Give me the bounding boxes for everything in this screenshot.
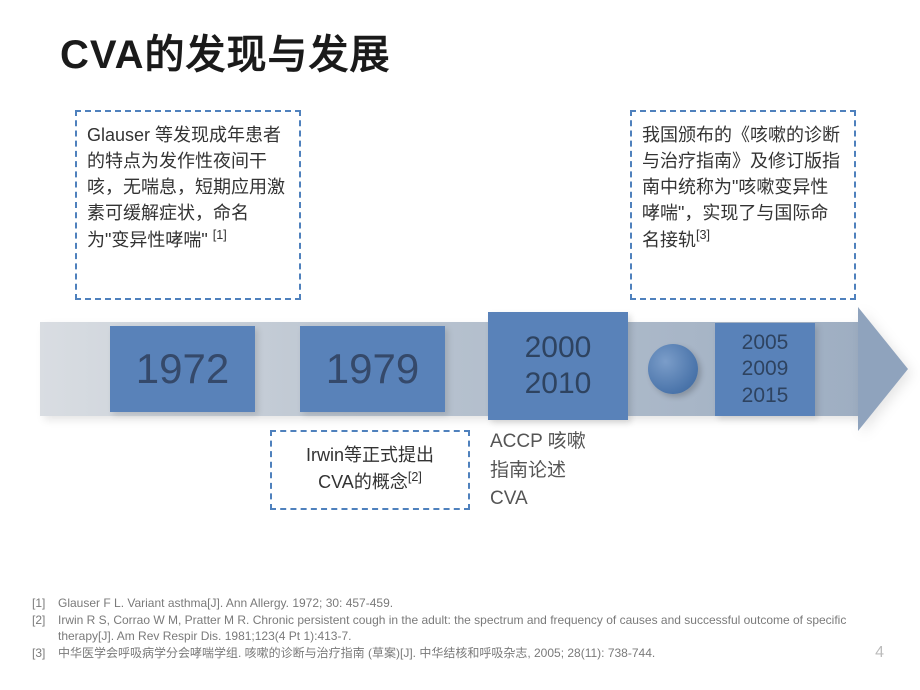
callout-1979-l2: CVA的概念 xyxy=(318,472,408,492)
reference-3: [3] 中华医学会呼吸病学分会哮喘学组. 咳嗽的诊断与治疗指南 (草案)[J].… xyxy=(32,645,892,662)
callout-1979: Irwin等正式提出 CVA的概念[2] xyxy=(270,430,470,510)
year-2005: 2005 xyxy=(742,330,789,356)
accp-l3: CVA xyxy=(490,488,528,509)
callout-china-ref: [3] xyxy=(696,228,710,242)
callout-china: 我国颁布的《咳嗽的诊断与治疗指南》及修订版指南中统称为"咳嗽变异性哮喘"，实现了… xyxy=(630,110,856,300)
ref-3-text: 中华医学会呼吸病学分会哮喘学组. 咳嗽的诊断与治疗指南 (草案)[J]. 中华结… xyxy=(58,645,655,662)
arrow-head xyxy=(858,307,908,431)
year-2009: 2009 xyxy=(742,356,789,382)
page-number: 4 xyxy=(875,644,884,662)
callout-1972-text: Glauser 等发现成年患者的特点为发作性夜间干咳，无喘息，短期应用激素可缓解… xyxy=(87,125,285,250)
ref-2-num: [2] xyxy=(32,612,58,646)
ref-1-num: [1] xyxy=(32,595,58,612)
callout-1979-ref: [2] xyxy=(408,470,422,484)
callout-1972-ref: [1] xyxy=(213,228,227,242)
year-box-1972: 1972 xyxy=(110,326,255,412)
year-1972: 1972 xyxy=(136,345,229,393)
reference-1: [1] Glauser F L. Variant asthma[J]. Ann … xyxy=(32,595,892,612)
year-box-2000-2010: 2000 2010 xyxy=(488,312,628,420)
year-2010: 2010 xyxy=(525,366,592,402)
page-title: CVA的发现与发展 xyxy=(60,22,390,80)
callout-1972: Glauser 等发现成年患者的特点为发作性夜间干咳，无喘息，短期应用激素可缓解… xyxy=(75,110,301,300)
year-2000: 2000 xyxy=(525,330,592,366)
accp-l1: ACCP 咳嗽 xyxy=(490,431,586,452)
year-1979: 1979 xyxy=(326,345,419,393)
reference-2: [2] Irwin R S, Corrao W M, Pratter M R. … xyxy=(32,612,892,646)
ref-1-text: Glauser F L. Variant asthma[J]. Ann Alle… xyxy=(58,595,393,612)
accp-note: ACCP 咳嗽 指南论述 CVA xyxy=(490,428,586,514)
references: [1] Glauser F L. Variant asthma[J]. Ann … xyxy=(32,595,892,662)
year-2015: 2015 xyxy=(742,383,789,409)
callout-1979-l1: Irwin等正式提出 xyxy=(306,445,434,465)
callout-china-text: 我国颁布的《咳嗽的诊断与治疗指南》及修订版指南中统称为"咳嗽变异性哮喘"，实现了… xyxy=(642,125,840,250)
ref-2-text: Irwin R S, Corrao W M, Pratter M R. Chro… xyxy=(58,612,892,646)
timeline-circle xyxy=(648,344,698,394)
year-box-2005-2015: 2005 2009 2015 xyxy=(715,323,815,416)
accp-l2: 指南论述 xyxy=(490,460,566,481)
ref-3-num: [3] xyxy=(32,645,58,662)
year-box-1979: 1979 xyxy=(300,326,445,412)
